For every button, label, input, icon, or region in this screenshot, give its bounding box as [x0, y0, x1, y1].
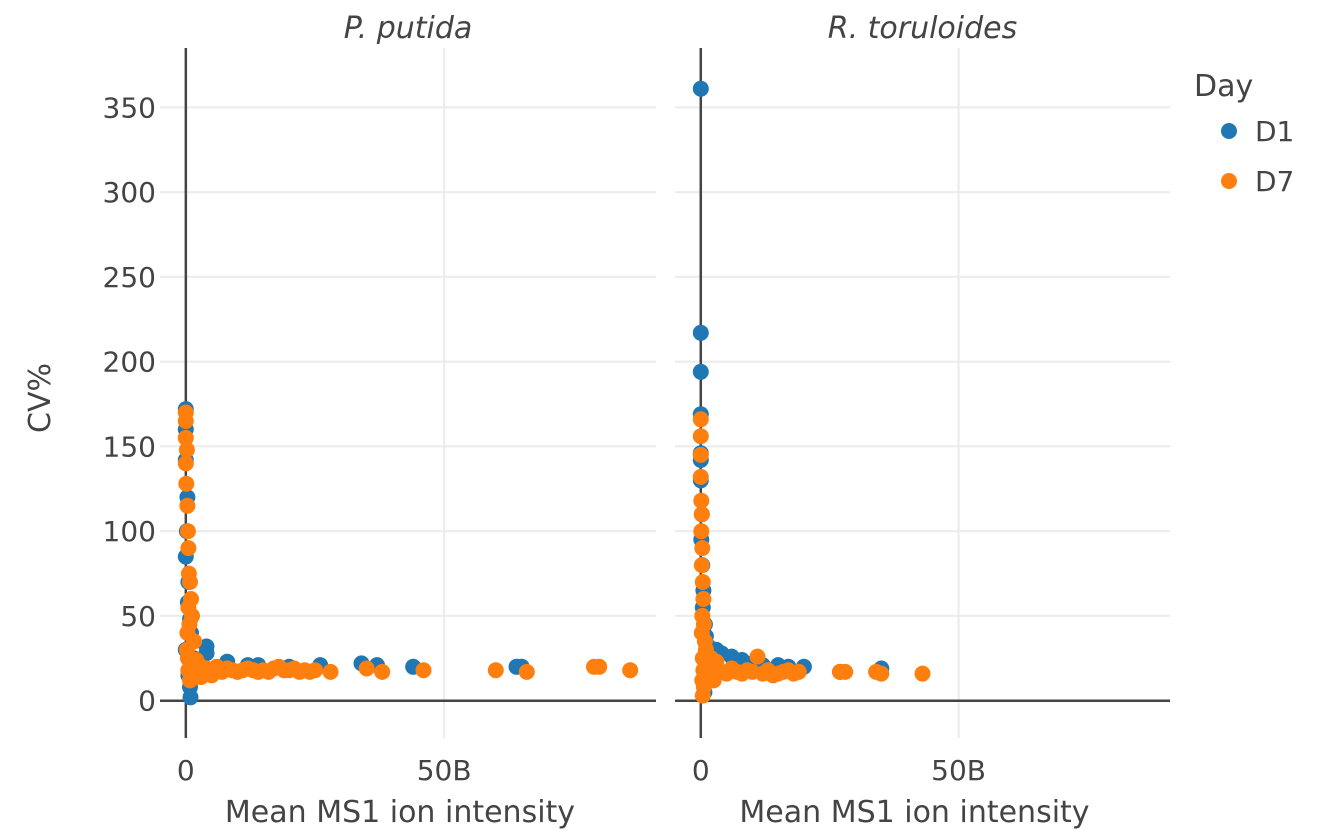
point-d1[interactable] [182, 689, 199, 706]
legend-marker-d1 [1221, 123, 1237, 139]
point-d7[interactable] [695, 591, 712, 607]
y-tick-label: 150 [103, 430, 156, 463]
point-d7[interactable] [790, 663, 807, 680]
point-d7[interactable] [622, 662, 639, 679]
panel-1: P. putida 0 50B Mean MS1 ion intensity [160, 11, 656, 830]
point-d7[interactable] [182, 574, 198, 590]
point-d7[interactable] [705, 672, 722, 689]
point-d7[interactable] [178, 441, 195, 458]
point-d7[interactable] [692, 428, 709, 445]
y-tick-label: 350 [103, 91, 156, 124]
x-axis-title: Mean MS1 ion intensity [225, 795, 575, 830]
y-tick-label: 50 [120, 600, 156, 633]
panel-title: R. toruloides [828, 11, 1018, 46]
point-d7[interactable] [518, 663, 535, 680]
x-axis-title: Mean MS1 ion intensity [739, 795, 1089, 830]
point-d7[interactable] [178, 475, 195, 492]
legend-title: Day [1194, 69, 1253, 104]
point-d7[interactable] [322, 663, 339, 680]
point-d7[interactable] [694, 687, 711, 704]
legend-item-d7[interactable]: D7 [1221, 165, 1294, 198]
y-tick-label: 300 [103, 176, 156, 209]
legend-marker-d7 [1221, 173, 1237, 189]
point-d7[interactable] [177, 429, 194, 446]
point-d7[interactable] [487, 662, 504, 679]
point-d7[interactable] [415, 662, 432, 679]
x-tick-label: 50B [417, 754, 472, 787]
point-d7[interactable] [693, 557, 710, 574]
point-d7[interactable] [693, 523, 710, 540]
point-d7[interactable] [694, 574, 711, 590]
point-d7[interactable] [177, 455, 194, 472]
point-d7[interactable] [591, 658, 608, 675]
legend: Day D1 D7 [1194, 69, 1294, 198]
point-d1[interactable] [692, 80, 709, 97]
point-d7[interactable] [873, 665, 890, 682]
point-d7[interactable] [692, 411, 709, 428]
point-d7[interactable] [692, 446, 709, 463]
point-d7[interactable] [307, 662, 323, 679]
y-tick-label: 200 [103, 346, 156, 379]
panel-title: P. putida [344, 11, 473, 46]
point-d7[interactable] [203, 667, 220, 684]
point-d7[interactable] [188, 652, 205, 668]
point-d7[interactable] [374, 663, 391, 680]
y-tick-label: 250 [103, 261, 156, 294]
x-tick-label: 0 [692, 754, 710, 787]
series-d1 [692, 80, 890, 701]
x-tick-label: 0 [177, 754, 195, 787]
point-d7[interactable] [179, 497, 196, 514]
point-d1[interactable] [692, 363, 709, 380]
y-tick-label: 0 [138, 685, 156, 718]
panel-2: R. toruloides 0 50B Mean MS1 ion intensity [675, 11, 1170, 830]
point-d7[interactable] [693, 492, 710, 509]
point-d7[interactable] [179, 523, 196, 540]
point-d7[interactable] [708, 653, 725, 670]
series-d7 [177, 404, 639, 689]
y-tick-label: 100 [103, 515, 156, 548]
x-tick-label: 50B [931, 754, 986, 787]
point-d7[interactable] [914, 665, 931, 682]
y-axis-title: CV% [23, 363, 58, 433]
point-d7[interactable] [694, 540, 711, 557]
legend-label-d1: D1 [1255, 115, 1294, 148]
series-d7 [692, 411, 931, 704]
point-d7[interactable] [693, 506, 710, 523]
point-d7[interactable] [837, 663, 854, 680]
point-d7[interactable] [358, 660, 375, 677]
point-d7[interactable] [177, 413, 194, 429]
legend-item-d1[interactable]: D1 [1221, 115, 1294, 148]
point-d7[interactable] [692, 468, 709, 485]
point-d7[interactable] [749, 648, 766, 665]
point-d7[interactable] [180, 540, 197, 557]
legend-label-d7: D7 [1255, 165, 1294, 198]
point-d1[interactable] [692, 324, 709, 341]
